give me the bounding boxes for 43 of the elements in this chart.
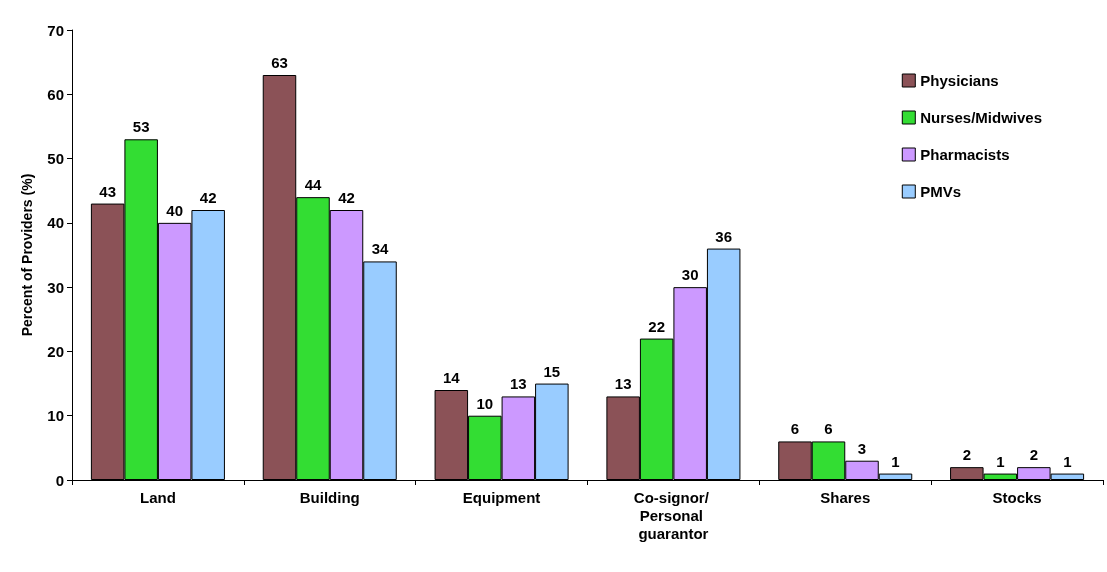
y-tick-label: 60 (47, 85, 64, 103)
x-tick-label: Co-signor/ Personal guarantor (633, 488, 713, 542)
data-label: 34 (371, 240, 390, 258)
data-label: 30 (681, 266, 699, 284)
data-label: 63 (271, 54, 288, 71)
y-axis-title: Percent of Providers (%) (19, 173, 35, 337)
y-tick-label: 70 (47, 21, 64, 39)
y-tick-label: 50 (47, 150, 64, 168)
data-label: 1 (996, 452, 1005, 470)
data-label: 13 (509, 375, 527, 393)
data-label: 22 (648, 317, 666, 335)
data-label: 36 (715, 227, 733, 245)
y-tick-label: 10 (47, 407, 64, 425)
y-tick-label: 20 (47, 342, 64, 360)
data-label: 10 (476, 394, 494, 412)
data-label: 6 (790, 420, 800, 438)
data-label: 43 (99, 182, 116, 200)
data-label: 1 (1063, 452, 1072, 470)
data-label: 6 (824, 420, 833, 438)
data-label: 42 (338, 189, 355, 206)
data-label: 1 (891, 452, 900, 470)
x-tick-label: Equipment (462, 488, 541, 506)
y-tick-label: 0 (55, 471, 64, 489)
data-label: 2 (962, 446, 971, 464)
data-label: 42 (199, 189, 217, 206)
data-label: 53 (132, 118, 150, 136)
x-tick-label: Stocks (992, 488, 1042, 506)
data-label: 44 (304, 176, 322, 194)
x-tick-label: Land (139, 488, 176, 506)
legend-label: Nurses/Midwives (920, 109, 1042, 126)
x-tick-label: Building (299, 488, 360, 506)
data-label: 3 (857, 439, 867, 457)
legend-label: Physicians (920, 72, 999, 89)
y-tick-label: 40 (47, 214, 64, 232)
x-tick-label: Shares (820, 488, 871, 506)
data-label: 13 (614, 375, 632, 393)
data-label: 40 (166, 201, 184, 219)
data-label: 14 (442, 369, 461, 386)
data-label: 15 (543, 362, 561, 380)
legend-label: Pharmacists (920, 146, 1010, 163)
data-label: 2 (1029, 446, 1039, 464)
legend-label: PMVs (920, 183, 962, 200)
y-tick-label: 30 (47, 278, 64, 296)
